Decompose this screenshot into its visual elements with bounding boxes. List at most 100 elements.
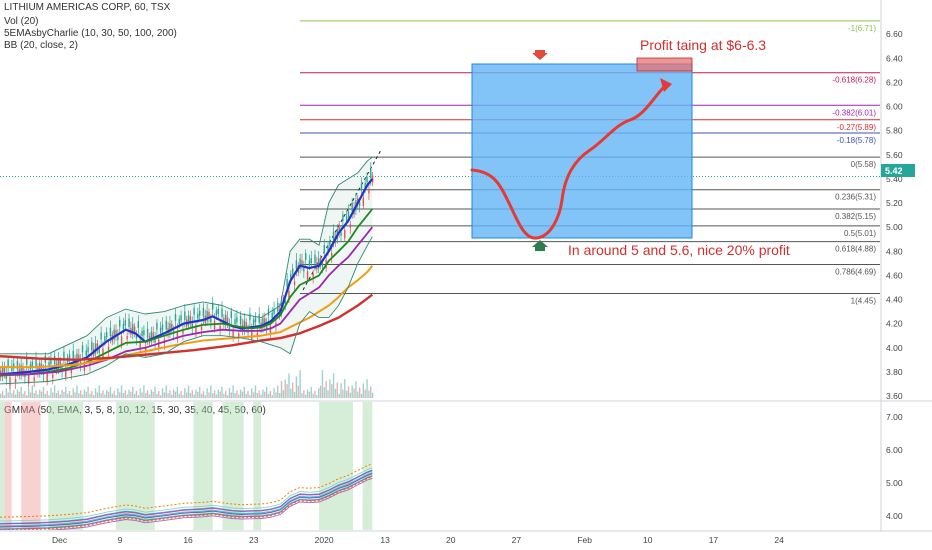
candle-body xyxy=(35,359,37,368)
candle-body xyxy=(288,290,290,300)
gmma-ribbon-line xyxy=(0,475,373,530)
volume-bar xyxy=(120,385,123,398)
candle-body xyxy=(291,268,294,274)
candle-body xyxy=(132,324,134,335)
volume-bar xyxy=(5,388,7,398)
candle-body xyxy=(228,325,231,330)
candle-body xyxy=(310,257,312,264)
volume-bar xyxy=(310,386,312,398)
volume-bar xyxy=(340,383,342,398)
legend-bollinger[interactable]: BB (20, close, 2) xyxy=(4,40,78,51)
volume-bar xyxy=(182,395,184,398)
volume-bar xyxy=(271,395,273,398)
volume-bar xyxy=(217,389,219,398)
y-tick-label: 6.40 xyxy=(886,53,903,63)
volume-bar xyxy=(16,389,19,398)
profit-zone-box[interactable] xyxy=(636,57,693,72)
volume-bar xyxy=(357,391,359,398)
volume-bar xyxy=(269,391,272,398)
volume-bar xyxy=(241,391,244,398)
gmma-ribbon-line xyxy=(0,474,373,530)
candle-body xyxy=(135,335,138,339)
legend-volume[interactable]: Vol (20) xyxy=(4,16,39,27)
volume-bar xyxy=(7,392,9,398)
y-tick-label: 5.40 xyxy=(886,174,903,184)
volume-bar xyxy=(265,386,268,398)
candle-body xyxy=(117,336,119,340)
projected-path[interactable] xyxy=(470,83,668,240)
y-tick-label: 6.60 xyxy=(886,29,903,39)
candle-body xyxy=(52,374,54,378)
candle-body xyxy=(115,330,117,336)
legend-ema-set[interactable]: 5EMAsbyCharlie (10, 30, 50, 100, 200) xyxy=(4,28,177,39)
candle-body xyxy=(96,343,99,349)
symbol-title[interactable]: LITHIUM AMERICAS CORP, 60, TSX xyxy=(4,2,171,13)
volume-bar xyxy=(195,389,197,398)
volume-bar xyxy=(323,387,325,398)
candle-body xyxy=(89,361,91,365)
x-tick-label: Feb xyxy=(577,535,592,545)
candle-body xyxy=(24,373,26,378)
volume-bar xyxy=(303,390,305,398)
x-tick-label: 17 xyxy=(709,535,719,545)
volume-bar xyxy=(219,391,221,398)
candle-body xyxy=(139,340,141,349)
volume-bar xyxy=(236,390,238,398)
volume-bar xyxy=(150,389,153,398)
volume-bar xyxy=(27,388,30,398)
candle-body xyxy=(262,317,264,328)
volume-bar xyxy=(76,385,78,398)
volume-bar xyxy=(223,393,225,398)
candle-body xyxy=(243,320,246,331)
volume-bar xyxy=(176,386,179,398)
candle-body xyxy=(225,314,227,325)
entry-annotation[interactable]: In around 5 and 5.6, nice 20% profit xyxy=(568,242,790,258)
volume-bar xyxy=(316,395,318,398)
volume-bar xyxy=(37,394,39,398)
fib-level-label: 0.5(5.01) xyxy=(844,229,876,238)
volume-bar xyxy=(371,392,374,398)
y-tick-label: 6.00 xyxy=(886,102,903,112)
candle-body xyxy=(141,330,143,337)
x-tick-label: 13 xyxy=(380,535,390,545)
profit-annotation[interactable]: Profit taing at $6-6.3 xyxy=(640,37,766,53)
gmma-trend-band-green xyxy=(362,402,373,530)
gmma-envelope-lower xyxy=(0,476,373,530)
candle-body xyxy=(301,260,303,266)
volume-bar xyxy=(318,388,320,398)
candle-body xyxy=(295,260,298,269)
volume-bar xyxy=(304,394,307,398)
candle-body xyxy=(156,322,158,330)
volume-bar xyxy=(119,392,121,398)
y-tick-label: 4.60 xyxy=(886,270,903,280)
volume-bar xyxy=(291,382,294,398)
volume-bar xyxy=(280,381,283,398)
volume-bar xyxy=(85,391,87,398)
volume-bar xyxy=(145,393,147,398)
volume-bar xyxy=(238,394,240,398)
volume-bar xyxy=(53,385,56,398)
volume-bar xyxy=(91,391,93,398)
target-zone-box[interactable] xyxy=(471,63,693,239)
legend-gmma[interactable]: GMMA (50, EMA, 3, 5, 8, 10, 12, 15, 30, … xyxy=(4,405,266,416)
volume-bar xyxy=(154,386,156,398)
candle-body xyxy=(200,326,203,330)
candle-body xyxy=(347,211,350,217)
volume-bar xyxy=(355,381,357,398)
candle-body xyxy=(11,365,13,371)
candle-body xyxy=(344,229,346,239)
volume-bar xyxy=(35,390,37,398)
candle-body xyxy=(197,313,199,319)
gmma-envelope-upper xyxy=(0,463,373,518)
volume-bar xyxy=(256,393,259,398)
candle-body xyxy=(340,232,342,236)
volume-bar xyxy=(345,390,348,398)
volume-bar xyxy=(228,388,231,398)
volume-bar xyxy=(117,388,119,398)
volume-bar xyxy=(297,385,299,398)
candle-body xyxy=(273,308,275,314)
volume-bar xyxy=(146,390,149,398)
volume-bar xyxy=(368,390,370,398)
y-tick-label: 3.60 xyxy=(886,391,903,401)
